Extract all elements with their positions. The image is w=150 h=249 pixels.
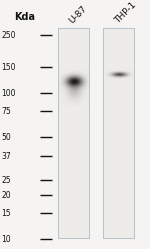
Text: 15: 15 [1, 208, 11, 217]
Text: U-87: U-87 [68, 3, 89, 25]
Text: 10: 10 [1, 235, 11, 244]
Text: 20: 20 [1, 190, 11, 199]
Text: 250: 250 [1, 30, 15, 40]
Text: THP-1: THP-1 [113, 0, 138, 25]
Text: 100: 100 [1, 88, 15, 98]
Text: Kda: Kda [14, 12, 35, 22]
Text: 75: 75 [1, 107, 11, 116]
Text: 37: 37 [1, 151, 11, 161]
Text: 150: 150 [1, 62, 15, 71]
Text: 25: 25 [1, 176, 11, 185]
Text: 50: 50 [1, 132, 11, 141]
